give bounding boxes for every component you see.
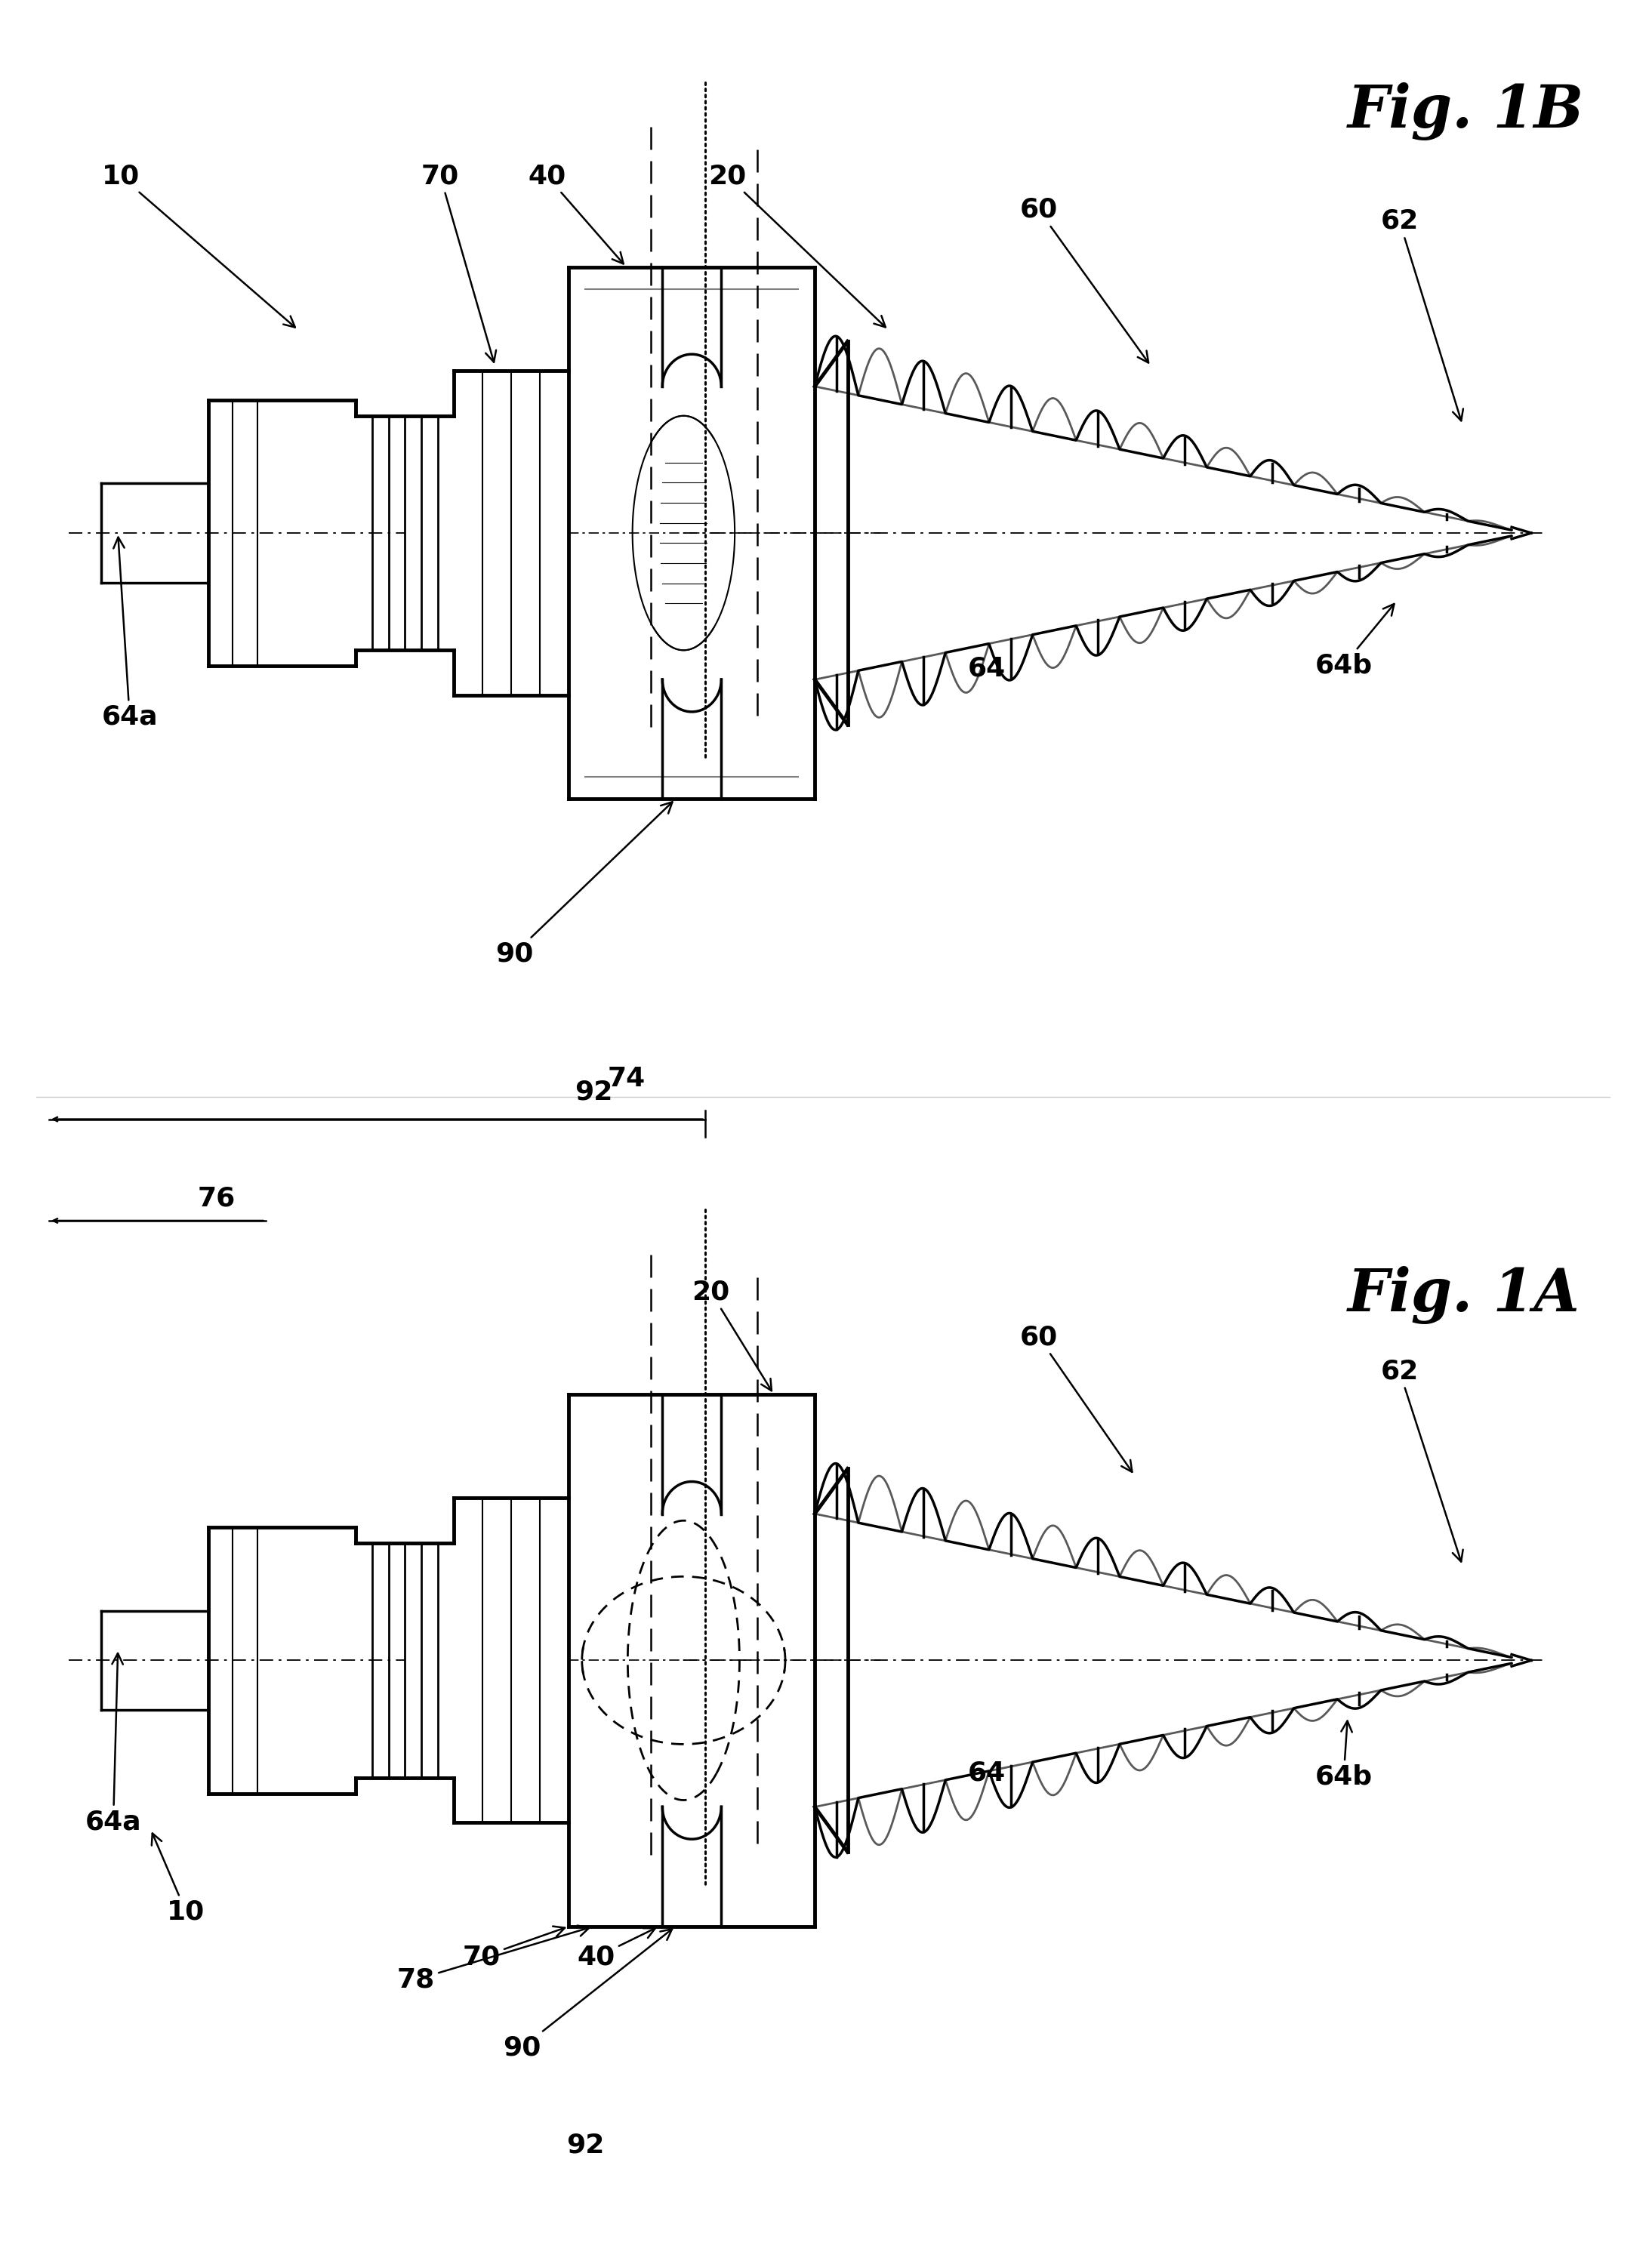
Text: 90: 90: [496, 803, 672, 968]
Text: 60: 60: [1019, 1325, 1132, 1472]
Text: 62: 62: [1381, 1359, 1464, 1562]
Text: 10: 10: [152, 1834, 205, 1924]
Text: 60: 60: [1019, 197, 1148, 362]
Text: Fig. 1A: Fig. 1A: [1348, 1266, 1579, 1325]
Text: 62: 62: [1381, 208, 1464, 421]
Text: 76: 76: [197, 1185, 235, 1212]
Text: 40: 40: [577, 1929, 656, 1969]
Text: 64b: 64b: [1315, 1721, 1373, 1791]
Text: 64a: 64a: [101, 538, 159, 730]
Text: 40: 40: [529, 163, 623, 265]
Text: 70: 70: [421, 163, 496, 362]
Text: 92: 92: [575, 1078, 613, 1106]
Text: Fig. 1B: Fig. 1B: [1348, 81, 1584, 140]
Text: 64: 64: [968, 656, 1006, 681]
Text: 20: 20: [692, 1280, 771, 1391]
Text: 64: 64: [968, 1761, 1006, 1786]
Text: 74: 74: [608, 1065, 646, 1092]
Text: 20: 20: [709, 163, 885, 328]
Text: 10: 10: [101, 163, 296, 328]
Text: 92: 92: [567, 2132, 605, 2157]
Text: 64a: 64a: [86, 1653, 142, 1834]
Text: 90: 90: [504, 1929, 672, 2060]
Text: 64b: 64b: [1315, 604, 1394, 678]
Text: 78: 78: [396, 1926, 590, 1992]
Text: 70: 70: [463, 1926, 565, 1969]
